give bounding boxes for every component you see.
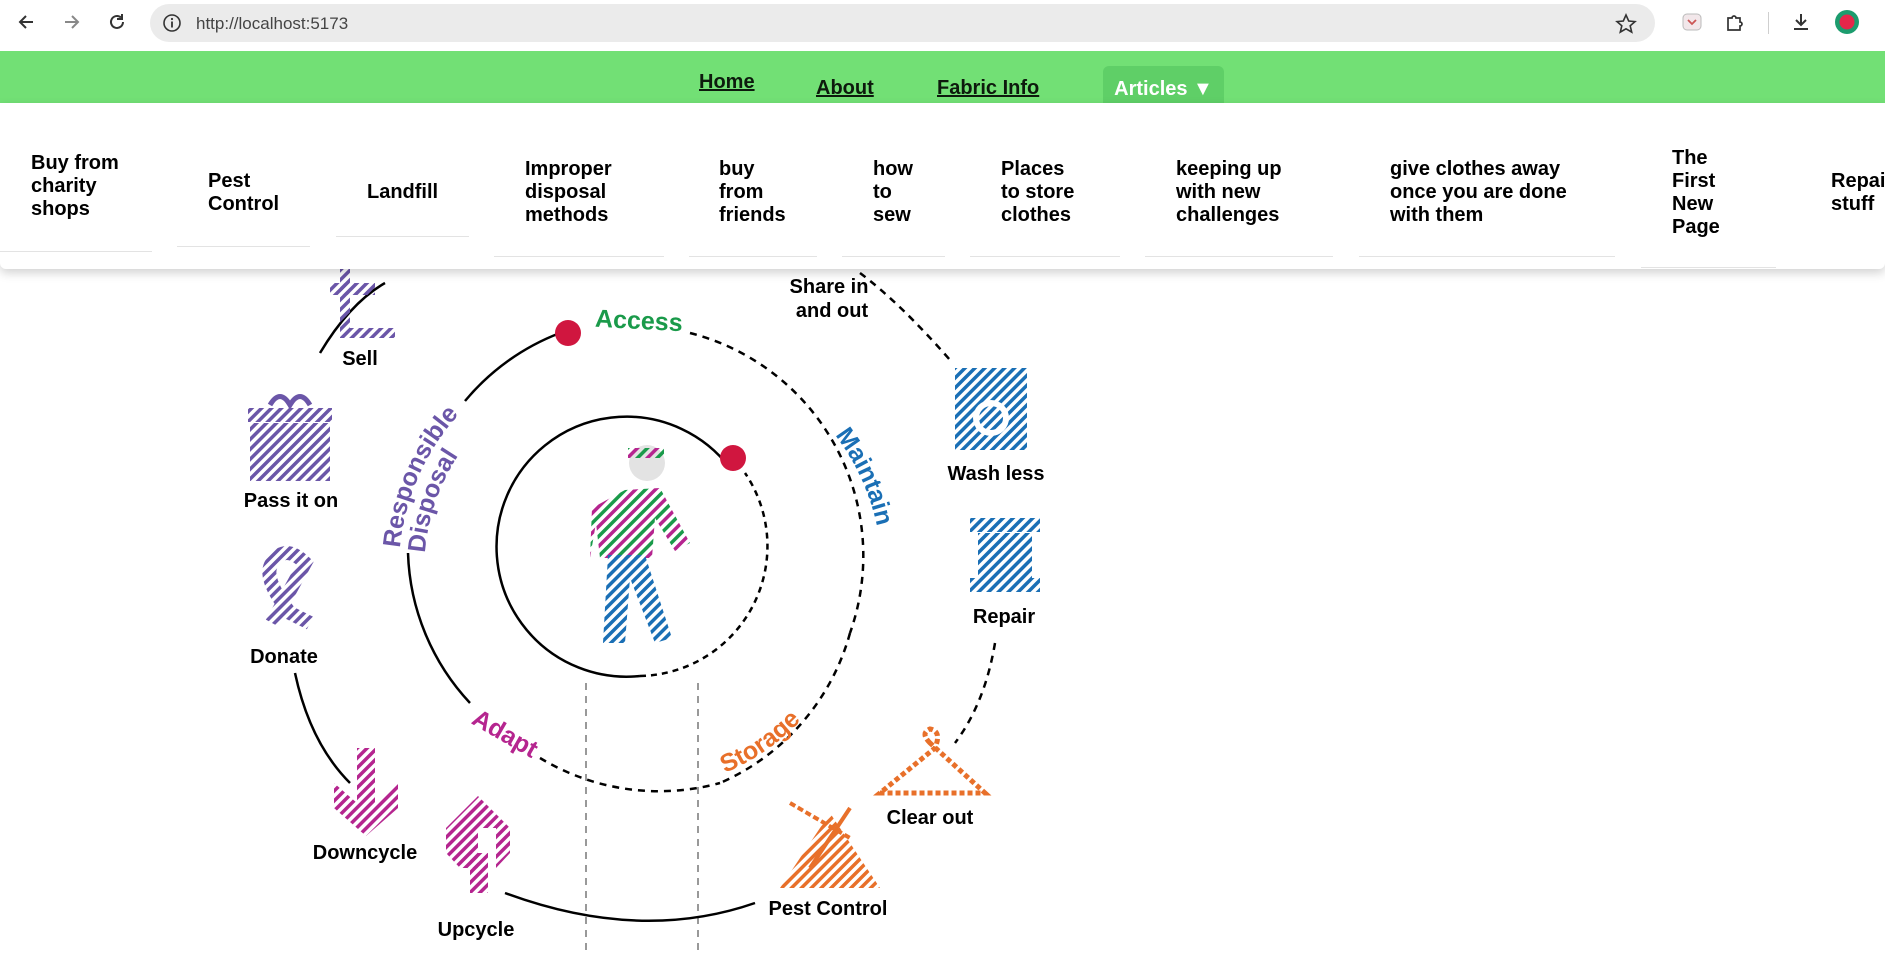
label-clear-out: Clear out [887, 807, 974, 829]
dropdown-item-repair-stuff[interactable]: Repai stuff [1831, 170, 1885, 215]
thread-spool-icon [970, 518, 1040, 592]
dropdown-item-underline [494, 256, 664, 257]
nav-about-link[interactable]: About [816, 77, 874, 99]
dropdown-item-landfill[interactable]: Landfill [367, 181, 439, 203]
downcycle-arrow-icon [334, 748, 398, 836]
pocket-icon [1682, 13, 1702, 31]
label-share-out: and out [796, 300, 869, 322]
dropdown-item-underline [1641, 267, 1776, 268]
nav-fabric-info-link[interactable]: Fabric Info [937, 77, 1040, 99]
dropdown-item-places-to-store-clothes[interactable]: Places to store clothes [1001, 158, 1075, 226]
progress-dot-inner [720, 445, 746, 471]
dropdown-item-buy-from-friends[interactable]: buy from friends [719, 158, 786, 226]
profile-button[interactable] [1834, 9, 1860, 35]
dropdown-item-underline [970, 256, 1120, 257]
dropdown-item-how-to-sew[interactable]: how to sew [873, 158, 913, 226]
dropdown-item-give-clothes-away[interactable]: give clothes away once you are done with… [1390, 158, 1567, 226]
reload-icon [110, 14, 124, 29]
dropdown-item-pest-control[interactable]: Pest Control [208, 170, 280, 215]
download-icon [1794, 14, 1808, 30]
back-button[interactable] [12, 7, 42, 37]
extensions-puzzle-icon [1727, 15, 1743, 31]
person-figure-icon [590, 445, 690, 643]
washing-machine-icon [955, 368, 1027, 450]
label-repair: Repair [973, 606, 1035, 628]
wardrobe-cycle-diagram: Access Maintain Storage Adapt Responsibl… [0, 103, 1885, 956]
toolbar-separator [1768, 12, 1769, 34]
gift-box-icon [248, 394, 332, 481]
dropdown-item-underline [1359, 256, 1615, 257]
middle-ring-solid [464, 331, 561, 402]
forward-button[interactable] [56, 7, 86, 37]
url-text[interactable]: http://localhost:5173 [196, 14, 349, 33]
outer-loop-segment [293, 672, 351, 784]
arc-label-storage: Storage [716, 705, 806, 779]
arc-label-maintain: Maintain [830, 422, 898, 528]
back-arrow-icon [18, 15, 33, 29]
articles-dropdown-menu: Buy from charity shops Pest Control Land… [0, 103, 1885, 269]
dropdown-item-underline [177, 246, 310, 247]
profile-avatar-icon [1835, 10, 1859, 34]
label-wash-less: Wash less [947, 463, 1044, 485]
label-share-in: Share in [790, 276, 869, 298]
middle-ring-dashed [689, 331, 865, 634]
dropdown-item-keeping-up-with-new-challenges[interactable]: keeping up with new challenges [1176, 158, 1282, 226]
outer-loop-segment [953, 642, 997, 744]
site-info-icon[interactable] [162, 13, 182, 33]
dropdown-item-improper-disposal-methods[interactable]: Improper disposal methods [525, 158, 612, 226]
donate-ribbon-icon [262, 546, 314, 630]
nav-articles-dropdown-button[interactable]: Articles ▼ [1103, 66, 1224, 108]
middle-ring-solid [406, 552, 471, 704]
label-sell: Sell [342, 348, 378, 370]
label-upcycle: Upcycle [438, 919, 515, 941]
reload-button[interactable] [102, 7, 132, 37]
arc-label-adapt: Adapt [467, 704, 543, 764]
label-donate: Donate [250, 646, 318, 668]
browser-toolbar: http://localhost:5173 [0, 0, 1885, 52]
dropdown-item-the-first-new-page[interactable]: The First New Page [1672, 147, 1720, 238]
pocket-button[interactable] [1679, 9, 1705, 35]
dropdown-item-underline [0, 251, 152, 252]
dropdown-item-underline [1145, 256, 1333, 257]
label-pass-it-on: Pass it on [244, 490, 338, 512]
upcycle-arrow-icon [446, 796, 510, 893]
address-bar[interactable]: http://localhost:5173 [150, 4, 1655, 42]
progress-dot-outer [555, 320, 581, 346]
outer-loop-segment [318, 281, 386, 354]
dropdown-item-underline [689, 256, 817, 257]
middle-ring-dashed [539, 756, 721, 793]
inner-ring-solid [495, 415, 731, 678]
dropdown-item-underline [842, 256, 945, 257]
extensions-button[interactable] [1722, 9, 1748, 35]
sell-tag-icon [330, 268, 395, 338]
clothes-hanger-icon [872, 726, 992, 796]
downloads-button[interactable] [1788, 9, 1814, 35]
site-navigation: Home About Fabric Info Articles ▼ [0, 51, 1885, 108]
pest-control-icon [780, 801, 880, 888]
label-pest-control: Pest Control [769, 898, 888, 920]
dropdown-item-underline [336, 236, 469, 237]
outer-loop-segment [504, 891, 756, 922]
forward-arrow-icon [65, 15, 80, 29]
middle-ring-dashed [719, 632, 852, 785]
bookmark-star-icon[interactable] [1615, 13, 1637, 35]
label-downcycle: Downcycle [313, 842, 417, 864]
cycle-diagram-svg: Access Maintain Storage Adapt Responsibl… [244, 263, 1045, 956]
outer-loop-segment [859, 272, 951, 361]
nav-home-link[interactable]: Home [699, 71, 755, 93]
dropdown-item-buy-from-charity-shops[interactable]: Buy from charity shops [31, 152, 119, 220]
arc-label-access: Access [594, 305, 683, 338]
